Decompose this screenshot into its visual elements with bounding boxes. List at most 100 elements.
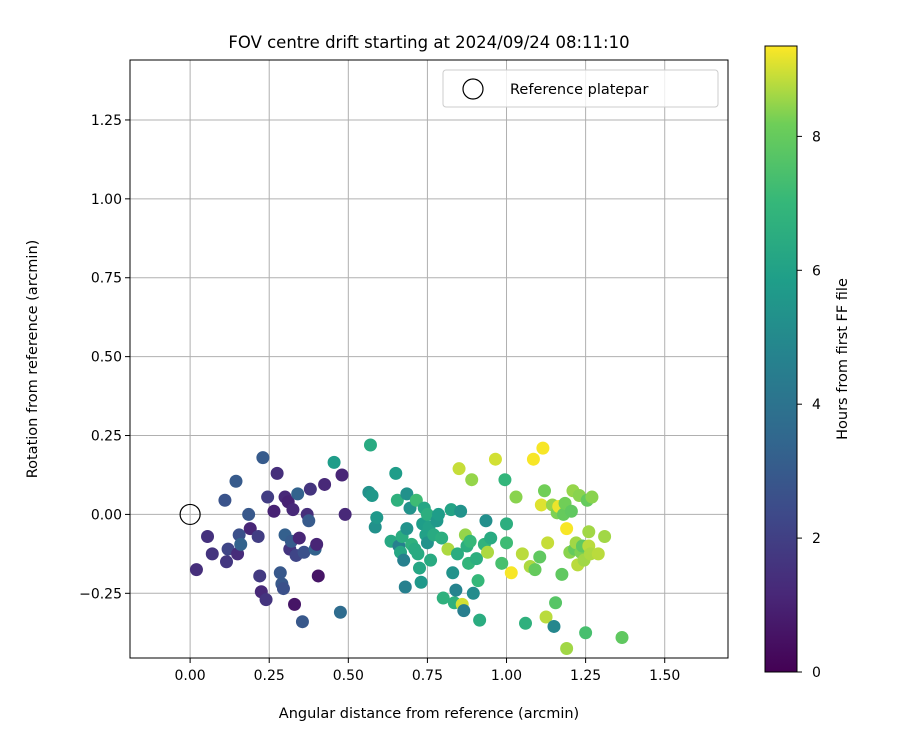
- x-tick-label: 1.25: [570, 668, 601, 684]
- data-point: [509, 490, 523, 504]
- legend-marker-reference: [462, 78, 484, 100]
- data-point: [411, 547, 425, 561]
- data-point: [409, 493, 423, 507]
- data-point: [220, 555, 234, 569]
- data-point: [471, 574, 485, 588]
- data-point: [243, 522, 257, 536]
- y-tick-label: 0.25: [91, 429, 122, 445]
- data-point: [549, 596, 563, 610]
- x-axis-ticks: 0.00 0.25 0.50 0.75 1.00 1.25 1.50: [175, 658, 680, 684]
- legend-label-reference: Reference platepar: [510, 82, 648, 98]
- data-point: [338, 507, 352, 521]
- colorbar-gradient: [764, 45, 798, 673]
- x-tick-label: 0.50: [333, 668, 364, 684]
- data-point: [302, 514, 316, 528]
- data-point: [363, 438, 377, 452]
- data-point: [555, 567, 569, 581]
- data-point: [560, 522, 574, 536]
- data-point: [500, 517, 514, 531]
- data-point: [435, 531, 449, 545]
- data-point: [333, 605, 347, 619]
- data-point: [515, 547, 529, 561]
- data-point: [291, 487, 305, 501]
- data-point: [528, 563, 542, 577]
- data-point: [450, 547, 464, 561]
- data-point: [504, 566, 518, 580]
- data-point: [270, 466, 284, 480]
- data-point: [539, 610, 553, 624]
- data-point: [292, 531, 306, 545]
- grid-lines: [130, 60, 728, 658]
- data-point: [466, 586, 480, 600]
- data-point: [479, 514, 493, 528]
- x-tick-label: 1.00: [491, 668, 522, 684]
- data-point: [585, 490, 599, 504]
- x-axis-label: Angular distance from reference (arcmin): [279, 706, 579, 722]
- data-point: [310, 537, 324, 551]
- legend: Reference platepar: [442, 69, 719, 108]
- data-point: [452, 462, 466, 476]
- data-point: [365, 488, 379, 502]
- data-point: [420, 507, 434, 521]
- data-point: [205, 547, 219, 561]
- axes: [129, 59, 729, 659]
- colorbar-tick-label: 2: [812, 531, 821, 547]
- colorbar: 0 2 4 6 8 Hours from first FF file: [764, 45, 851, 681]
- data-point: [591, 547, 605, 561]
- data-point: [398, 580, 412, 594]
- data-point: [335, 468, 349, 482]
- data-point: [288, 597, 302, 611]
- colorbar-tick-label: 4: [812, 397, 821, 413]
- data-point: [454, 504, 468, 518]
- data-point: [533, 550, 547, 564]
- data-point: [547, 619, 561, 633]
- data-point: [449, 583, 463, 597]
- y-tick-label: 0.75: [91, 271, 122, 287]
- data-point: [397, 553, 411, 567]
- plot-area-frame: [129, 59, 729, 659]
- x-tick-label: 0.75: [412, 668, 443, 684]
- y-axis-label: Rotation from reference (arcmin): [25, 240, 41, 479]
- data-point: [473, 613, 487, 627]
- data-point: [218, 493, 232, 507]
- data-point: [201, 530, 215, 544]
- x-tick-label: 1.50: [649, 668, 680, 684]
- y-tick-label: 1.00: [91, 192, 122, 208]
- data-point: [495, 556, 509, 570]
- data-point: [436, 591, 450, 605]
- data-point: [534, 498, 548, 512]
- data-point: [234, 537, 248, 551]
- data-point: [537, 484, 551, 498]
- data-point: [370, 511, 384, 525]
- data-point: [229, 474, 243, 488]
- data-point: [579, 626, 593, 640]
- data-point: [253, 569, 267, 583]
- data-point: [297, 545, 311, 559]
- data-points: [179, 438, 629, 656]
- data-point: [303, 482, 317, 496]
- data-point: [463, 534, 477, 548]
- data-point: [413, 561, 427, 575]
- data-point: [273, 566, 287, 580]
- data-point: [400, 487, 414, 501]
- data-point: [582, 525, 596, 539]
- data-point: [267, 504, 281, 518]
- data-point: [615, 630, 629, 644]
- data-point: [469, 552, 483, 566]
- x-tick-label: 0.00: [175, 668, 206, 684]
- data-point: [389, 466, 403, 480]
- data-point: [242, 507, 256, 521]
- data-point: [311, 569, 325, 583]
- y-tick-label: −0.25: [79, 586, 122, 602]
- data-point: [400, 522, 414, 536]
- data-point: [256, 451, 270, 465]
- data-point: [295, 615, 309, 629]
- data-point: [598, 530, 612, 544]
- data-point: [560, 642, 574, 656]
- y-tick-label: 0.50: [91, 350, 122, 366]
- legend-box: [442, 69, 719, 108]
- colorbar-label: Hours from first FF file: [835, 278, 851, 440]
- colorbar-tick-label: 6: [812, 263, 821, 279]
- data-point: [488, 452, 502, 466]
- colorbar-ticks: 0 2 4 6 8: [797, 129, 821, 681]
